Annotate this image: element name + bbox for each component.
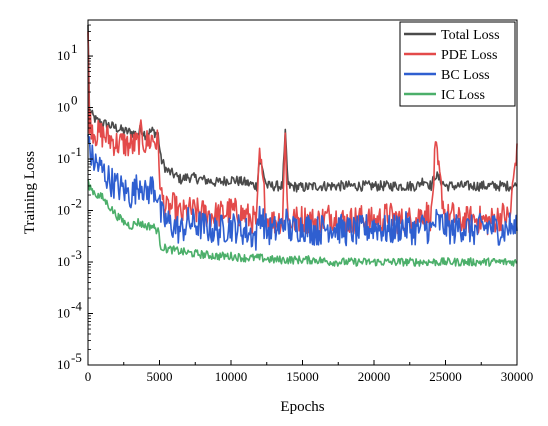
y-tick-label: 10 [57,254,70,269]
legend-label: BC Loss [441,68,490,83]
x-tick-label: 30000 [501,369,534,384]
y-tick-label: 10 [57,48,70,63]
x-tick-label: 20000 [358,369,391,384]
y-tick-exponent: 0 [71,93,78,108]
y-tick-exponent: -1 [71,144,82,159]
series-line-ic-loss [87,179,518,267]
y-tick-label: 10 [57,100,70,115]
x-tick-label: 0 [85,369,92,384]
legend-label: PDE Loss [441,48,497,63]
x-tick-label: 15000 [286,369,319,384]
series-line-total-loss [87,24,518,193]
legend-label: Total Loss [441,28,500,43]
x-tick-label: 5000 [147,369,173,384]
y-tick-label: 10 [57,357,70,372]
y-tick-label: 10 [57,203,70,218]
series-lines [87,24,518,267]
y-tick-exponent: -3 [71,247,82,262]
y-tick-exponent: -4 [71,299,82,314]
x-tick-label: 25000 [429,369,462,384]
y-tick-exponent: -5 [71,350,82,365]
x-axis-label: Epochs [280,399,324,415]
x-tick-label: 10000 [215,369,248,384]
legend-box [399,21,516,107]
legend-label: IC Loss [441,88,485,103]
y-tick-label: 10 [57,151,70,166]
y-axis-label: Training Loss [22,151,38,234]
legend: Total Loss PDE Loss BC Loss IC Loss [399,21,516,107]
x-axis-ticks: 0 5000 10000 15000 20000 25000 30000 [85,360,534,384]
y-tick-label: 10 [57,306,70,321]
y-tick-exponent: 1 [71,41,78,56]
y-tick-exponent: -2 [71,196,82,211]
series-line-bc-loss [87,134,518,251]
